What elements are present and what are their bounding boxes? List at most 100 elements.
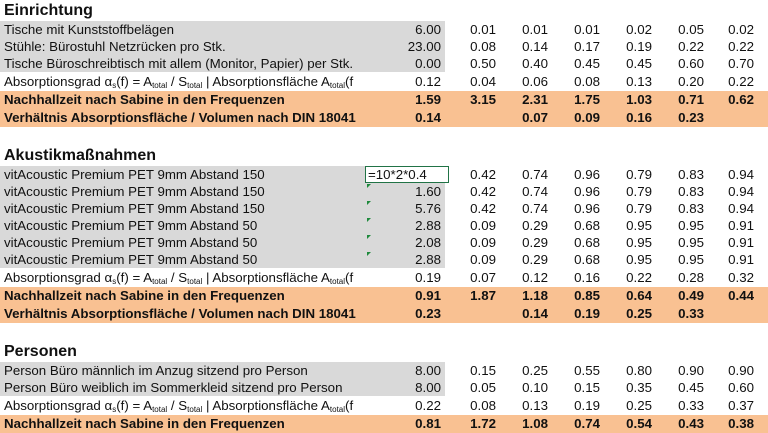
frequency-cell[interactable]: 0.13 <box>522 398 548 413</box>
error-indicator-icon[interactable] <box>367 252 371 256</box>
frequency-cell[interactable]: 0.94 <box>728 184 754 199</box>
frequency-cell[interactable]: 0.06 <box>522 74 548 89</box>
selected-cell-formula[interactable]: =10*2*0.4 <box>365 166 449 183</box>
frequency-cell[interactable]: 0.19 <box>574 306 600 321</box>
frequency-cell[interactable]: 0.71 <box>678 92 704 107</box>
frequency-cell[interactable]: 1.03 <box>626 92 652 107</box>
frequency-cell[interactable]: 0.55 <box>574 363 600 378</box>
frequency-cell[interactable]: 0.37 <box>728 398 754 413</box>
frequency-cell[interactable]: 0.25 <box>626 398 652 413</box>
value-cell[interactable]: 0.91 <box>415 288 441 303</box>
value-cell[interactable]: 0.81 <box>415 416 441 431</box>
frequency-cell[interactable]: 0.96 <box>574 201 600 216</box>
frequency-cell[interactable]: 0.32 <box>728 270 754 285</box>
frequency-cell[interactable]: 0.74 <box>522 184 548 199</box>
label-cell[interactable]: Tische Büroschreibtisch mit allem (Monit… <box>0 55 365 72</box>
frequency-cell[interactable]: 0.22 <box>728 74 754 89</box>
frequency-cell[interactable]: 0.95 <box>678 252 704 267</box>
error-indicator-icon[interactable] <box>367 218 371 222</box>
value-cell[interactable]: 0.19 <box>415 270 441 285</box>
section-title[interactable]: Akustikmaßnahmen <box>4 147 157 164</box>
frequency-cell[interactable]: 2.31 <box>522 92 548 107</box>
value-cell[interactable]: 2.88 <box>365 251 445 268</box>
frequency-cell[interactable]: 0.42 <box>470 184 496 199</box>
frequency-cell[interactable]: 0.14 <box>522 306 548 321</box>
label-cell[interactable]: vitAcoustic Premium PET 9mm Abstand 150 <box>0 200 365 217</box>
frequency-cell[interactable]: 0.40 <box>522 56 548 71</box>
frequency-cell[interactable]: 0.10 <box>522 380 548 395</box>
frequency-cell[interactable]: 0.02 <box>728 22 754 37</box>
error-indicator-icon[interactable] <box>367 201 371 205</box>
frequency-cell[interactable]: 0.68 <box>574 252 600 267</box>
frequency-cell[interactable]: 1.08 <box>522 416 548 431</box>
frequency-cell[interactable]: 0.79 <box>626 201 652 216</box>
frequency-cell[interactable]: 0.22 <box>626 270 652 285</box>
frequency-cell[interactable]: 0.14 <box>522 39 548 54</box>
label-cell[interactable]: vitAcoustic Premium PET 9mm Abstand 50 <box>0 234 365 251</box>
frequency-cell[interactable]: 0.09 <box>470 235 496 250</box>
frequency-cell[interactable]: 0.20 <box>678 74 704 89</box>
frequency-cell[interactable]: 1.72 <box>470 416 496 431</box>
frequency-cell[interactable]: 0.83 <box>678 167 704 182</box>
frequency-cell[interactable]: 0.08 <box>574 74 600 89</box>
frequency-cell[interactable]: 0.29 <box>522 235 548 250</box>
frequency-cell[interactable]: 0.23 <box>678 110 704 125</box>
frequency-cell[interactable]: 0.17 <box>574 39 600 54</box>
value-cell[interactable]: 8.00 <box>365 379 445 396</box>
label-cell[interactable]: Verhältnis Absorptionsfläche / Volumen n… <box>0 305 365 323</box>
label-cell[interactable]: Absorptionsgrad αs(f) = Atotal / Stotal … <box>0 72 365 91</box>
label-cell[interactable]: Stühle: Bürostuhl Netzrücken pro Stk. <box>0 38 365 55</box>
frequency-cell[interactable]: 0.83 <box>678 201 704 216</box>
frequency-cell[interactable]: 0.64 <box>626 288 652 303</box>
frequency-cell[interactable]: 0.09 <box>470 218 496 233</box>
frequency-cell[interactable]: 0.07 <box>470 270 496 285</box>
label-cell[interactable]: Nachhallzeit nach Sabine in den Frequenz… <box>0 415 365 433</box>
label-cell[interactable]: Absorptionsgrad αs(f) = Atotal / Stotal … <box>0 268 365 287</box>
frequency-cell[interactable]: 0.68 <box>574 235 600 250</box>
frequency-cell[interactable]: 0.60 <box>728 380 754 395</box>
frequency-cell[interactable]: 0.42 <box>470 167 496 182</box>
frequency-cell[interactable]: 0.44 <box>728 288 754 303</box>
frequency-cell[interactable]: 0.33 <box>678 398 704 413</box>
frequency-cell[interactable]: 0.25 <box>522 363 548 378</box>
value-cell[interactable]: 0.00 <box>365 55 445 72</box>
frequency-cell[interactable]: 0.95 <box>678 235 704 250</box>
label-cell[interactable]: Person Büro männlich im Anzug sitzend pr… <box>0 362 365 379</box>
frequency-cell[interactable]: 1.75 <box>574 92 600 107</box>
frequency-cell[interactable]: 0.90 <box>728 363 754 378</box>
frequency-cell[interactable]: 0.16 <box>626 110 652 125</box>
value-cell[interactable]: 1.60 <box>365 183 445 200</box>
value-cell[interactable]: 2.88 <box>365 217 445 234</box>
frequency-cell[interactable]: 1.18 <box>522 288 548 303</box>
frequency-cell[interactable]: 0.94 <box>728 201 754 216</box>
frequency-cell[interactable]: 0.50 <box>470 56 496 71</box>
frequency-cell[interactable]: 0.68 <box>574 218 600 233</box>
value-cell[interactable]: 5.76 <box>365 200 445 217</box>
frequency-cell[interactable]: 0.45 <box>574 56 600 71</box>
frequency-cell[interactable]: 0.80 <box>626 363 652 378</box>
label-cell[interactable]: Tische mit Kunststoffbelägen <box>0 21 365 38</box>
frequency-cell[interactable]: 0.91 <box>728 252 754 267</box>
frequency-cell[interactable]: 1.87 <box>470 288 496 303</box>
frequency-cell[interactable]: 0.74 <box>574 416 600 431</box>
frequency-cell[interactable]: 0.79 <box>626 167 652 182</box>
frequency-cell[interactable]: 0.95 <box>678 218 704 233</box>
frequency-cell[interactable]: 0.22 <box>678 39 704 54</box>
frequency-cell[interactable]: 0.43 <box>678 416 704 431</box>
frequency-cell[interactable]: 0.01 <box>522 22 548 37</box>
label-cell[interactable]: Nachhallzeit nach Sabine in den Frequenz… <box>0 91 365 109</box>
frequency-cell[interactable]: 0.16 <box>574 270 600 285</box>
frequency-cell[interactable]: 0.83 <box>678 184 704 199</box>
frequency-cell[interactable]: 0.15 <box>574 380 600 395</box>
frequency-cell[interactable]: 0.96 <box>574 184 600 199</box>
frequency-cell[interactable]: 0.01 <box>574 22 600 37</box>
frequency-cell[interactable]: 0.09 <box>574 110 600 125</box>
frequency-cell[interactable]: 0.28 <box>678 270 704 285</box>
frequency-cell[interactable]: 0.60 <box>678 56 704 71</box>
frequency-cell[interactable]: 0.91 <box>728 218 754 233</box>
frequency-cell[interactable]: 0.02 <box>626 22 652 37</box>
frequency-cell[interactable]: 0.45 <box>678 380 704 395</box>
frequency-cell[interactable]: 0.74 <box>522 201 548 216</box>
value-cell[interactable]: 8.00 <box>365 362 445 379</box>
frequency-cell[interactable]: 0.05 <box>678 22 704 37</box>
